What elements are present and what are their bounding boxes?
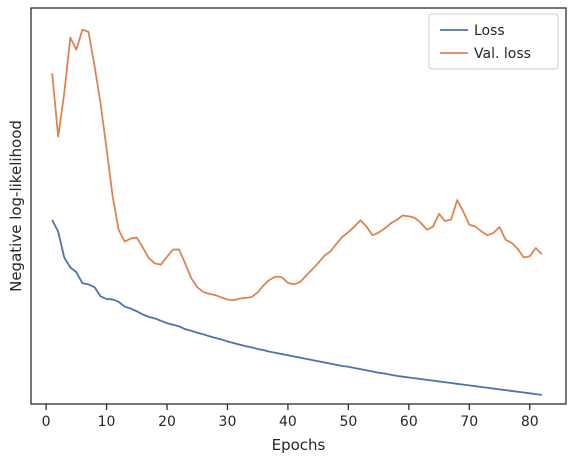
legend-box xyxy=(428,13,559,70)
x-tick-label: 80 xyxy=(521,414,539,430)
x-axis: 0 10 20 30 40 50 60 70 80 xyxy=(42,404,539,430)
legend-label-loss: Loss xyxy=(474,23,505,39)
x-tick-label: 50 xyxy=(339,414,357,430)
x-tick-label: 20 xyxy=(158,414,176,430)
x-tick-label: 40 xyxy=(279,414,297,430)
x-tick-label: 30 xyxy=(219,414,237,430)
x-tick-label: 70 xyxy=(460,414,478,430)
series-line-loss xyxy=(51,219,542,396)
y-axis-label: Negative log-likelihood xyxy=(7,120,25,292)
plot-area xyxy=(51,28,543,396)
series-line-val-loss xyxy=(51,28,543,302)
x-axis-label: Epochs xyxy=(272,436,326,454)
x-tick-label: 0 xyxy=(42,414,51,430)
legend-label-val-loss: Val. loss xyxy=(474,46,531,62)
axes-frame xyxy=(30,7,567,405)
legend: Loss Val. loss xyxy=(428,13,559,70)
x-tick-label: 10 xyxy=(98,414,116,430)
x-tick-label: 60 xyxy=(400,414,418,430)
